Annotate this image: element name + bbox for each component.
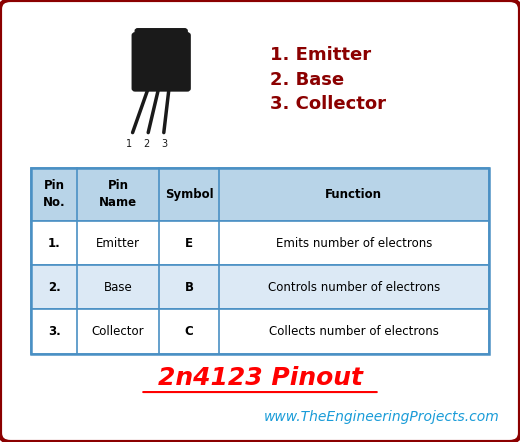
FancyBboxPatch shape xyxy=(31,309,489,354)
Text: 1.: 1. xyxy=(48,236,60,250)
Text: Controls number of electrons: Controls number of electrons xyxy=(268,281,440,294)
Text: 3. Collector: 3. Collector xyxy=(270,95,386,113)
Text: Function: Function xyxy=(326,188,382,201)
FancyBboxPatch shape xyxy=(31,221,489,265)
Text: Symbol: Symbol xyxy=(165,188,213,201)
Text: Collector: Collector xyxy=(92,325,145,338)
FancyBboxPatch shape xyxy=(133,33,190,91)
Text: 1: 1 xyxy=(126,139,132,149)
Text: 2. Base: 2. Base xyxy=(270,71,345,88)
Text: 1. Emitter: 1. Emitter xyxy=(270,46,371,64)
Text: Emitter: Emitter xyxy=(96,236,140,250)
Text: Emits number of electrons: Emits number of electrons xyxy=(276,236,432,250)
Text: Pin
No.: Pin No. xyxy=(43,179,66,210)
Text: B: B xyxy=(185,281,193,294)
Text: 3.: 3. xyxy=(48,325,60,338)
Text: E: E xyxy=(185,236,193,250)
Text: 3: 3 xyxy=(161,139,167,149)
Text: Base: Base xyxy=(104,281,133,294)
Text: 2.: 2. xyxy=(48,281,60,294)
Text: www.TheEngineeringProjects.com: www.TheEngineeringProjects.com xyxy=(264,410,499,424)
Text: 2: 2 xyxy=(144,139,150,149)
Text: Pin
Name: Pin Name xyxy=(99,179,137,210)
Text: C: C xyxy=(185,325,193,338)
Text: 2n4123 Pinout: 2n4123 Pinout xyxy=(158,366,362,390)
FancyBboxPatch shape xyxy=(31,265,489,309)
Text: Collects number of electrons: Collects number of electrons xyxy=(269,325,439,338)
FancyBboxPatch shape xyxy=(135,29,187,64)
FancyBboxPatch shape xyxy=(31,168,489,221)
